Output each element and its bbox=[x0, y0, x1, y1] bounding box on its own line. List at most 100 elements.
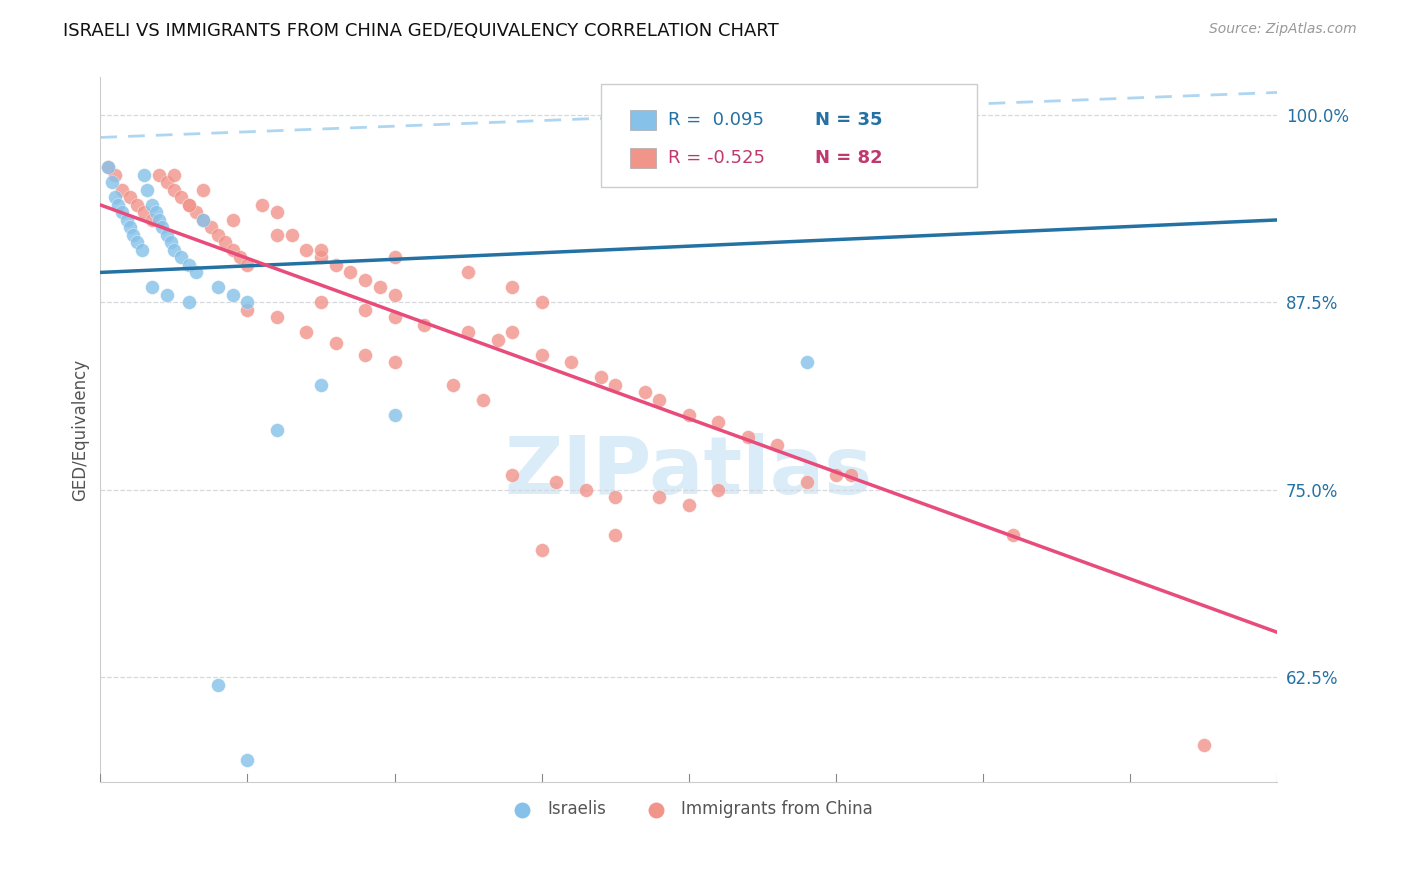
Point bbox=[384, 310, 406, 325]
Point bbox=[354, 348, 377, 362]
Point bbox=[236, 753, 259, 767]
Point bbox=[134, 168, 156, 182]
Point bbox=[145, 205, 167, 219]
Point bbox=[222, 288, 245, 302]
Point bbox=[501, 326, 523, 340]
Point bbox=[104, 190, 127, 204]
Point bbox=[170, 251, 193, 265]
Point bbox=[354, 302, 377, 317]
Point bbox=[148, 213, 170, 227]
Point bbox=[678, 408, 700, 422]
Point bbox=[193, 183, 215, 197]
Point bbox=[118, 220, 141, 235]
Point bbox=[766, 438, 789, 452]
Point bbox=[384, 251, 406, 265]
Point bbox=[605, 528, 627, 542]
Point bbox=[546, 475, 568, 490]
Point bbox=[530, 348, 553, 362]
Point bbox=[131, 243, 153, 257]
Text: ISRAELI VS IMMIGRANTS FROM CHINA GED/EQUIVALENCY CORRELATION CHART: ISRAELI VS IMMIGRANTS FROM CHINA GED/EQU… bbox=[63, 22, 779, 40]
Point bbox=[589, 370, 612, 384]
Point bbox=[163, 243, 186, 257]
Point bbox=[101, 176, 124, 190]
FancyBboxPatch shape bbox=[630, 110, 657, 129]
Point bbox=[295, 326, 318, 340]
Point bbox=[309, 378, 332, 392]
Point bbox=[193, 213, 215, 227]
Point bbox=[839, 467, 862, 482]
Point bbox=[266, 205, 288, 219]
Point bbox=[155, 227, 177, 242]
Point bbox=[97, 161, 120, 175]
Point bbox=[141, 213, 163, 227]
Text: R = -0.525: R = -0.525 bbox=[668, 149, 765, 168]
Point bbox=[457, 265, 479, 279]
Point bbox=[236, 258, 259, 272]
FancyBboxPatch shape bbox=[630, 148, 657, 169]
Point bbox=[413, 318, 436, 332]
Point bbox=[457, 326, 479, 340]
Point bbox=[530, 295, 553, 310]
Point bbox=[266, 423, 288, 437]
Point bbox=[134, 205, 156, 219]
Point bbox=[501, 467, 523, 482]
Text: N = 82: N = 82 bbox=[815, 149, 883, 168]
Point bbox=[575, 483, 598, 497]
Point bbox=[309, 295, 332, 310]
Point bbox=[229, 251, 252, 265]
FancyBboxPatch shape bbox=[600, 85, 977, 186]
Point bbox=[141, 198, 163, 212]
Point bbox=[339, 265, 361, 279]
Point bbox=[707, 416, 730, 430]
Point bbox=[266, 310, 288, 325]
Point bbox=[737, 430, 759, 444]
Point bbox=[184, 265, 207, 279]
Point bbox=[368, 280, 391, 294]
Point bbox=[111, 205, 134, 219]
Text: Source: ZipAtlas.com: Source: ZipAtlas.com bbox=[1209, 22, 1357, 37]
Point bbox=[648, 392, 671, 407]
Point bbox=[471, 392, 494, 407]
Point bbox=[148, 168, 170, 182]
Point bbox=[155, 288, 177, 302]
Point bbox=[177, 198, 200, 212]
Point bbox=[295, 243, 318, 257]
Point bbox=[150, 220, 173, 235]
Point bbox=[325, 335, 347, 350]
Point bbox=[207, 678, 229, 692]
Point bbox=[170, 190, 193, 204]
Point bbox=[325, 258, 347, 272]
Point bbox=[115, 213, 138, 227]
Point bbox=[214, 235, 236, 250]
Point bbox=[111, 183, 134, 197]
Legend: Israelis, Immigrants from China: Israelis, Immigrants from China bbox=[499, 794, 879, 825]
Point bbox=[177, 295, 200, 310]
Point bbox=[141, 280, 163, 294]
Point bbox=[177, 258, 200, 272]
Point bbox=[266, 227, 288, 242]
Point bbox=[309, 251, 332, 265]
Point bbox=[280, 227, 302, 242]
Point bbox=[530, 542, 553, 557]
Point bbox=[648, 491, 671, 505]
Point bbox=[155, 176, 177, 190]
Point bbox=[309, 243, 332, 257]
Point bbox=[193, 213, 215, 227]
Point bbox=[104, 168, 127, 182]
Point bbox=[250, 198, 273, 212]
Y-axis label: GED/Equivalency: GED/Equivalency bbox=[72, 359, 89, 501]
Point bbox=[1001, 528, 1024, 542]
Point bbox=[236, 302, 259, 317]
Text: ZIPatlas: ZIPatlas bbox=[505, 434, 873, 511]
Text: R =  0.095: R = 0.095 bbox=[668, 111, 763, 128]
Point bbox=[605, 491, 627, 505]
Point bbox=[97, 161, 120, 175]
Point bbox=[118, 190, 141, 204]
Point bbox=[486, 333, 509, 347]
Point bbox=[127, 235, 149, 250]
Point bbox=[384, 288, 406, 302]
Point bbox=[177, 198, 200, 212]
Point bbox=[184, 205, 207, 219]
Point bbox=[707, 483, 730, 497]
Point bbox=[678, 498, 700, 512]
